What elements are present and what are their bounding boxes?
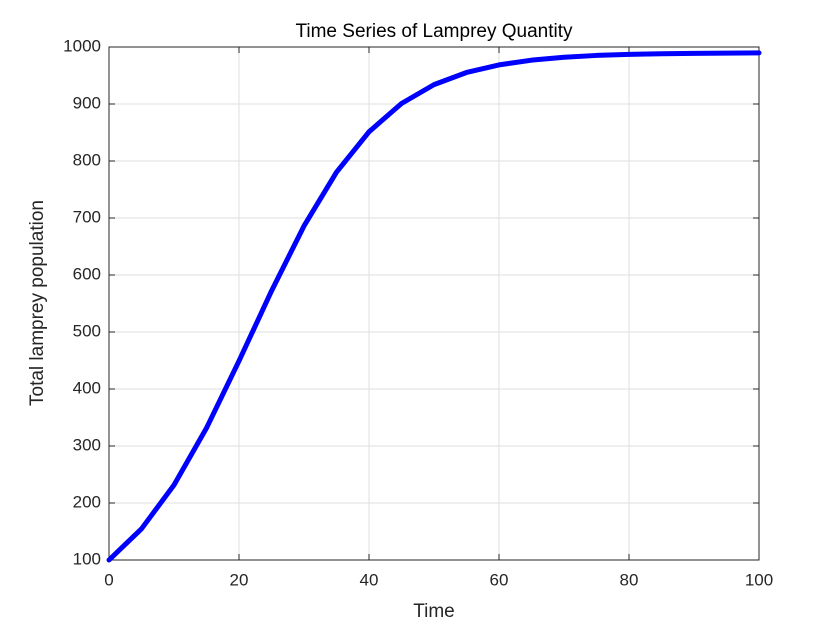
chart-title: Time Series of Lamprey Quantity — [295, 21, 573, 42]
y-tick-label: 200 — [73, 492, 101, 511]
y-tick-label: 1000 — [63, 36, 101, 55]
y-axis-label: Total lamprey population — [27, 200, 48, 406]
y-tick-label: 700 — [73, 207, 101, 226]
x-tick-label: 80 — [620, 570, 639, 589]
y-tick-label: 500 — [73, 321, 101, 340]
y-tick-label: 300 — [73, 435, 101, 454]
y-tick-label: 900 — [73, 93, 101, 112]
x-tick-label: 0 — [104, 570, 113, 589]
plot-area — [109, 47, 759, 560]
y-tick-label: 600 — [73, 264, 101, 283]
x-tick-label: 40 — [360, 570, 379, 589]
x-tick-label: 60 — [490, 570, 509, 589]
x-tick-label: 20 — [230, 570, 249, 589]
axes-box — [108, 46, 760, 561]
x-axis-label: Time — [413, 601, 455, 622]
y-tick-label: 100 — [73, 549, 101, 568]
y-tick-label: 800 — [73, 150, 101, 169]
y-tick-label: 400 — [73, 378, 101, 397]
data-line — [106, 50, 762, 563]
x-tick-label: 100 — [745, 570, 773, 589]
